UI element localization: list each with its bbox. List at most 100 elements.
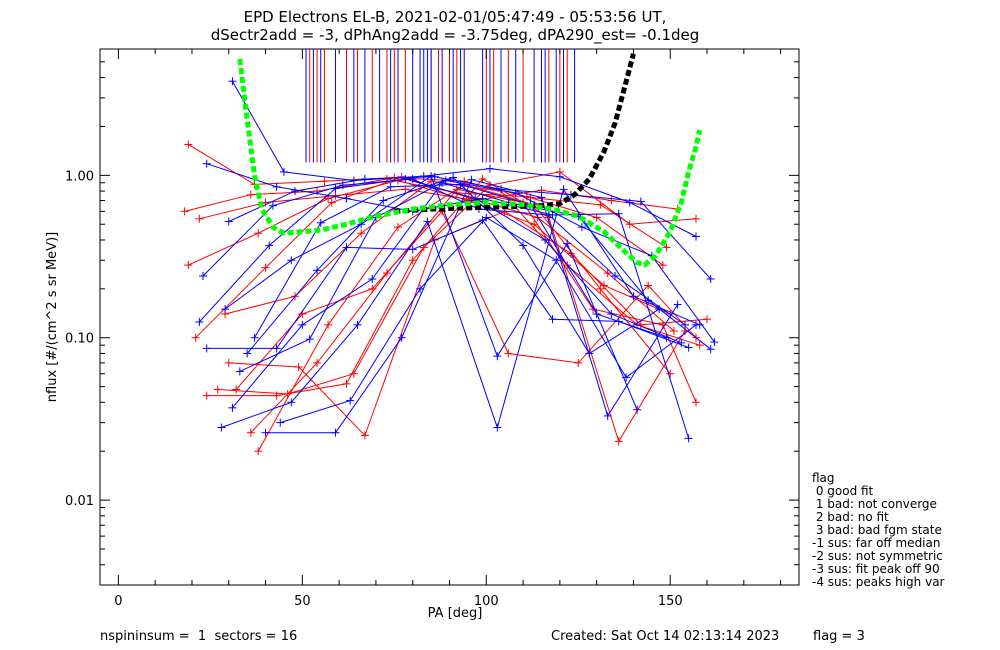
data-point-blue <box>397 333 406 342</box>
data-point-red <box>360 431 369 440</box>
data-point-red <box>324 320 333 329</box>
series-line-blue <box>231 80 697 237</box>
legend-entry: -2 sus: not symmetric <box>812 549 943 563</box>
data-point-blue <box>217 423 226 432</box>
data-point-red <box>213 385 222 394</box>
data-point-red <box>202 391 211 400</box>
data-point-blue <box>261 428 270 437</box>
data-point-red <box>588 305 597 314</box>
legend-entry: 0 good fit <box>812 484 874 498</box>
data-point-blue <box>552 256 561 265</box>
green-fit-curve <box>237 58 703 268</box>
y-tick-label: 1.00 <box>65 169 94 184</box>
data-point-blue <box>449 173 458 182</box>
data-point-blue <box>265 241 274 250</box>
series-line-red <box>250 188 697 434</box>
data-point-blue <box>353 320 362 329</box>
data-point-red <box>600 281 609 290</box>
legend-entry: 2 bad: no fit <box>812 510 889 524</box>
series-line-blue <box>202 178 686 326</box>
data-point-blue <box>287 256 296 265</box>
data-point-blue <box>677 338 686 347</box>
data-point-blue <box>427 172 436 181</box>
data-point-red <box>357 229 366 238</box>
footer-flag: flag = 3 <box>813 629 865 644</box>
data-point-blue <box>636 197 645 206</box>
x-tick-label: 50 <box>294 594 311 609</box>
data-point-blue <box>195 317 204 326</box>
data-point-blue <box>691 232 700 241</box>
data-point-red <box>695 341 704 350</box>
y-tick-label: 0.10 <box>65 332 94 347</box>
data-point-red <box>596 284 605 293</box>
data-point-blue <box>316 218 325 227</box>
data-series <box>180 77 719 456</box>
data-point-red <box>368 284 377 293</box>
data-point-red <box>658 261 667 270</box>
legend-entry: -1 sus: far off median <box>812 536 940 550</box>
data-point-blue <box>511 188 520 197</box>
data-point-red <box>327 198 336 207</box>
data-point-blue <box>202 159 211 168</box>
data-point-blue <box>680 320 689 329</box>
data-point-blue <box>408 245 417 254</box>
data-point-red <box>703 315 712 324</box>
data-point-red <box>349 369 358 378</box>
data-point-blue <box>430 172 439 181</box>
data-point-blue <box>379 196 388 205</box>
data-point-blue <box>228 403 237 412</box>
series-line-red <box>199 188 678 220</box>
data-point-blue <box>368 274 377 283</box>
footer-left: nspininsum = 1 sectors = 16 <box>100 629 297 644</box>
legend-entry: 3 bad: bad fgm state <box>812 523 942 537</box>
data-point-blue <box>331 428 340 437</box>
x-tick-label: 100 <box>474 594 499 609</box>
data-point-red <box>669 327 678 336</box>
data-point-blue <box>235 367 244 376</box>
data-point-red <box>691 214 700 223</box>
data-point-blue <box>706 274 715 283</box>
data-point-blue <box>577 223 586 232</box>
data-point-red <box>254 447 263 456</box>
data-point-blue <box>276 418 285 427</box>
data-point-red <box>184 140 193 149</box>
data-point-blue <box>313 266 322 275</box>
data-point-blue <box>346 396 355 405</box>
data-point-blue <box>662 333 671 342</box>
data-point-blue <box>290 187 299 196</box>
flag-legend: flag 0 good fit 1 bad: not converge 2 ba… <box>812 471 945 589</box>
data-point-blue <box>386 182 395 191</box>
data-point-red <box>294 363 303 372</box>
data-point-blue <box>563 239 572 248</box>
data-point-blue <box>202 344 211 353</box>
x-axis: 0 50 100 150 <box>114 49 782 609</box>
data-point-blue <box>243 349 252 358</box>
data-point-blue <box>493 423 502 432</box>
data-point-blue <box>224 217 233 226</box>
data-point-red <box>254 229 263 238</box>
data-point-red <box>224 358 233 367</box>
series-line-red <box>217 171 697 395</box>
data-point-red <box>644 281 653 290</box>
data-point-blue <box>272 344 281 353</box>
data-point-blue <box>408 174 417 183</box>
data-point-red <box>191 333 200 342</box>
data-point-red <box>184 261 193 270</box>
data-point-blue <box>228 77 237 86</box>
data-point-blue <box>199 271 208 280</box>
data-point-blue <box>611 271 620 280</box>
data-point-red <box>408 256 417 265</box>
y-axis-label: nflux [#/(cm^2 s sr MeV)] <box>45 232 60 402</box>
series-line-red <box>195 176 675 339</box>
data-point-red <box>342 379 351 388</box>
data-point-blue <box>416 284 425 293</box>
data-point-blue <box>706 345 715 354</box>
x-axis-label: PA [deg] <box>428 606 483 621</box>
data-point-blue <box>485 164 494 173</box>
data-point-red <box>246 190 255 199</box>
footer-created: Created: Sat Oct 14 02:13:14 2023 <box>551 629 779 644</box>
data-point-red <box>504 349 513 358</box>
data-point-blue <box>684 434 693 443</box>
data-point-blue <box>544 210 553 219</box>
